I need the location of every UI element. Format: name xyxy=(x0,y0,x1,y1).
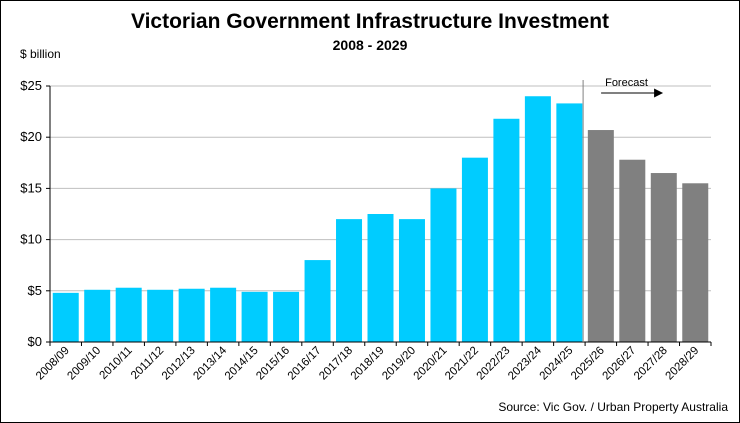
x-tick-label: 2014/15 xyxy=(223,345,261,383)
x-tick-label: 2025/26 xyxy=(569,345,607,383)
x-tick-label: 2019/20 xyxy=(380,345,418,383)
y-axis-unit-label: $ billion xyxy=(20,47,61,61)
x-tick-label: 2011/12 xyxy=(129,345,166,382)
chart-title: Victorian Government Infrastructure Inve… xyxy=(130,10,610,33)
bar xyxy=(398,219,425,342)
y-tick-label: $0 xyxy=(28,334,42,349)
forecast-bar xyxy=(619,159,646,342)
bar xyxy=(84,289,111,342)
bar xyxy=(210,287,237,342)
x-tick-label: 2028/29 xyxy=(663,345,701,383)
x-tick-label: 2021/22 xyxy=(443,345,481,383)
x-tick-label: 2018/19 xyxy=(349,345,387,383)
bar xyxy=(52,292,79,342)
axes xyxy=(46,85,712,346)
bar xyxy=(273,291,300,342)
x-tick-label: 2009/10 xyxy=(65,345,103,383)
y-tick-label: $25 xyxy=(20,78,42,93)
x-tick-labels: 2008/092009/102010/112011/122012/132013/… xyxy=(34,344,701,382)
forecast-arrow-head xyxy=(654,88,664,98)
y-tick-label: $20 xyxy=(20,129,42,144)
x-tick-label: 2017/18 xyxy=(317,345,355,383)
x-tick-label: 2010/11 xyxy=(98,345,135,382)
x-tick-label: 2016/17 xyxy=(286,345,324,383)
x-tick-label: 2020/21 xyxy=(412,345,450,383)
x-tick-label: 2026/27 xyxy=(601,345,639,383)
bar xyxy=(115,287,142,342)
x-tick-label: 2013/14 xyxy=(191,344,229,382)
x-tick-label: 2012/13 xyxy=(160,345,198,383)
bars xyxy=(52,96,709,343)
forecast-bar xyxy=(650,173,677,342)
source-note: Source: Vic Gov. / Urban Property Austra… xyxy=(498,400,728,414)
x-tick-label: 2024/25 xyxy=(538,345,576,383)
forecast-bar xyxy=(587,130,614,342)
bar xyxy=(336,219,363,342)
x-tick-label: 2008/09 xyxy=(34,345,72,383)
bar xyxy=(241,291,268,342)
bar xyxy=(556,103,583,343)
forecast-bar xyxy=(682,183,709,342)
y-tick-label: $15 xyxy=(20,180,42,195)
bar xyxy=(304,260,331,342)
bar xyxy=(147,289,174,342)
y-tick-label: $5 xyxy=(28,283,42,298)
bar xyxy=(461,157,488,342)
forecast-label: Forecast xyxy=(605,77,648,89)
y-tick-label: $10 xyxy=(20,232,42,247)
bar xyxy=(524,96,551,343)
x-tick-label: 2022/23 xyxy=(475,345,513,383)
y-tick-labels: $0 $5 $10 $15 $20 $25 xyxy=(20,78,42,349)
forecast-marker: Forecast xyxy=(582,77,664,342)
bar xyxy=(367,214,394,342)
x-tick-label: 2027/28 xyxy=(632,345,670,383)
bar xyxy=(493,118,520,342)
x-tick-label: 2015/16 xyxy=(254,345,292,383)
x-tick-label: 2023/24 xyxy=(506,344,544,382)
bar xyxy=(430,188,457,342)
chart-subtitle: 2008 - 2029 xyxy=(332,37,408,53)
bar xyxy=(178,288,205,342)
